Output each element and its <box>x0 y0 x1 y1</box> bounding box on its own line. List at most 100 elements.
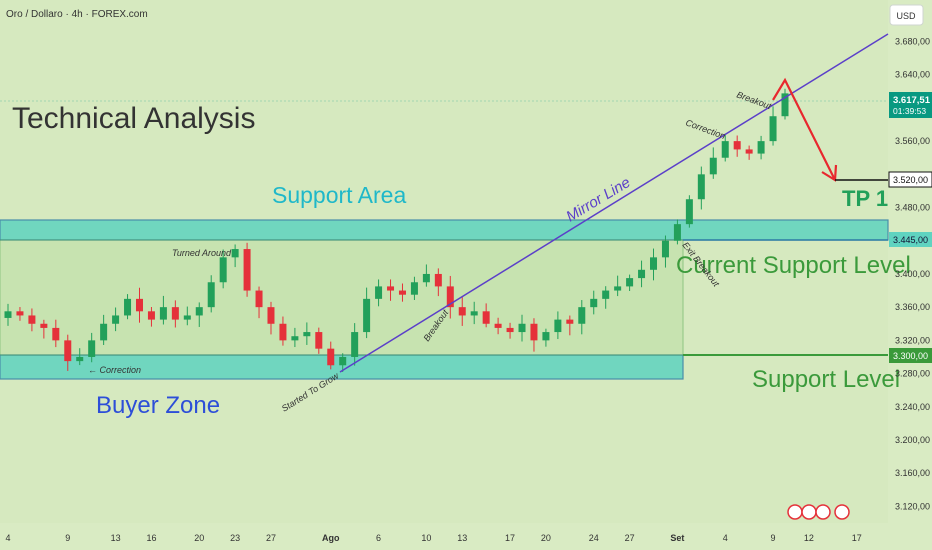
candle-body <box>363 298 371 333</box>
candle-body <box>626 278 634 287</box>
candle-body <box>88 340 96 357</box>
current-support-label: Current Support Level <box>676 252 911 279</box>
candle-body <box>327 348 335 366</box>
candle-body <box>100 323 108 341</box>
candle-body <box>578 307 586 324</box>
candle-body <box>673 224 681 241</box>
candle-body <box>566 319 574 324</box>
candle-body <box>769 116 777 142</box>
candle-body <box>590 298 598 308</box>
candle-body <box>279 323 287 341</box>
x-tick-label: 9 <box>65 533 70 543</box>
range-box <box>0 239 684 356</box>
support-level-label: Support Level <box>752 366 900 393</box>
buyer-zone-label: Buyer Zone <box>96 392 220 419</box>
candle-body <box>685 199 693 225</box>
candle-body <box>614 286 622 291</box>
currency-button[interactable] <box>889 4 924 26</box>
x-tick-label: 12 <box>804 533 814 543</box>
candle-body <box>255 290 263 308</box>
x-tick-label: 27 <box>266 533 276 543</box>
tp1-label: TP 1 <box>842 186 888 211</box>
time-scale <box>0 523 888 550</box>
candle-body <box>602 290 610 299</box>
candle-body <box>745 149 753 154</box>
x-tick-label: 4 <box>5 533 10 543</box>
candle-body <box>422 273 430 283</box>
event-flag-icon[interactable] <box>787 504 803 520</box>
y-tick-label: 3.400,00 <box>895 269 930 279</box>
x-tick-label: 13 <box>457 533 467 543</box>
countdown-value: 01:39:53 <box>893 106 926 116</box>
correction-low-label: ← Correction <box>88 365 141 375</box>
candle-body <box>470 311 478 316</box>
candle-body <box>16 311 24 316</box>
candle-body <box>446 286 454 308</box>
x-tick-label: 23 <box>230 533 240 543</box>
y-tick-label: 3.560,00 <box>895 136 930 146</box>
current-price-badge <box>889 92 932 118</box>
candle-body <box>530 323 538 341</box>
x-tick-label: 9 <box>771 533 776 543</box>
x-tick-label: Ago <box>322 533 340 543</box>
y-tick-label: 3.200,00 <box>895 435 930 445</box>
candle-body <box>375 286 383 299</box>
candle-body <box>135 298 143 312</box>
support-price: 3.300,00 <box>893 351 928 361</box>
x-tick-label: 4 <box>723 533 728 543</box>
tp-price-badge <box>888 171 932 188</box>
candle-body <box>506 327 514 333</box>
y-tick-label: 3.320,00 <box>895 335 930 345</box>
title-annotation: Technical Analysis <box>12 102 255 135</box>
candle-body <box>231 249 239 258</box>
x-tick-label: 13 <box>111 533 121 543</box>
candle-body <box>171 307 179 320</box>
candles-group <box>4 88 789 373</box>
candle-body <box>781 93 789 117</box>
candle-body <box>64 340 72 362</box>
event-flag-icon[interactable] <box>801 504 817 520</box>
symbol-title: Oro / Dollaro · 4h · FOREX.com <box>6 9 148 20</box>
x-tick-label: 24 <box>589 533 599 543</box>
price-scale <box>888 0 932 550</box>
event-flag-icon[interactable] <box>834 504 850 520</box>
candle-body <box>147 311 155 320</box>
candle-body <box>195 307 203 316</box>
currency-button-label: USD <box>896 11 916 21</box>
current-price-value: 3.617,51 <box>893 95 931 106</box>
y-axis-ticks: 3.680,00 3.640,00 3.560,00 3.480,00 3.400,00… <box>895 37 930 512</box>
mirror-line <box>339 33 889 373</box>
x-tick-label: 10 <box>421 533 431 543</box>
candle-body <box>267 307 275 324</box>
candle-body <box>697 174 705 200</box>
candle-body <box>124 298 132 316</box>
event-flag-icon[interactable] <box>815 504 831 520</box>
candle-body <box>494 323 502 328</box>
candle-body <box>518 323 526 333</box>
event-flags[interactable] <box>787 504 850 520</box>
candle-body <box>219 257 227 283</box>
candle-body <box>410 282 418 295</box>
x-tick-label: 16 <box>146 533 156 543</box>
x-tick-label: 27 <box>625 533 635 543</box>
candle-body <box>650 257 658 270</box>
candle-body <box>398 290 406 295</box>
candle-body <box>542 332 550 341</box>
tp-price-value: 3.520,00 <box>893 175 928 185</box>
candle-body <box>458 307 466 316</box>
candle-body <box>554 319 562 333</box>
x-tick-label: 17 <box>852 533 862 543</box>
support-area-zone <box>0 219 889 241</box>
candle-body <box>757 141 765 154</box>
y-tick-label: 3.280,00 <box>895 369 930 379</box>
candle-body <box>339 356 347 366</box>
candle-body <box>709 157 717 175</box>
y-tick-label: 3.480,00 <box>895 203 930 213</box>
candle-body <box>303 332 311 337</box>
y-tick-label: 3.160,00 <box>895 468 930 478</box>
candle-body <box>207 282 215 308</box>
x-tick-label: 17 <box>505 533 515 543</box>
x-tick-label: 20 <box>194 533 204 543</box>
